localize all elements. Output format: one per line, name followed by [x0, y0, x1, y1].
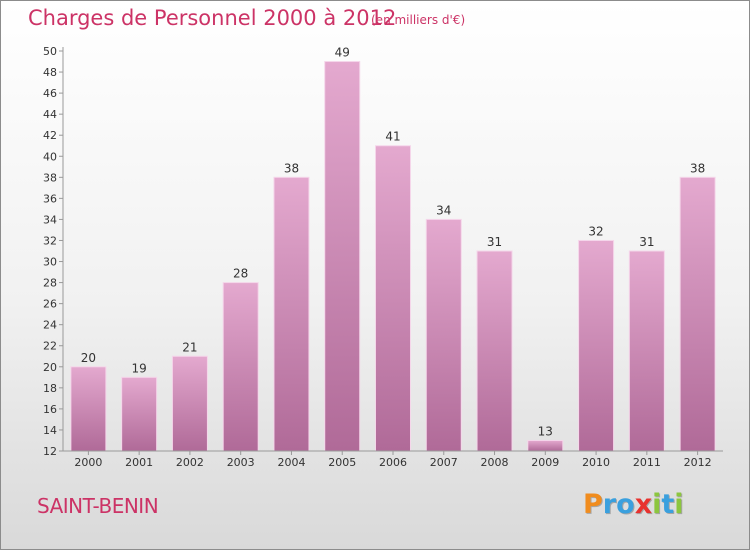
bar-value-label: 13	[538, 424, 553, 438]
y-axis: 12 14 16 18 20 22 24 26 28 30 32 34 36 38 40 42 44 46 48 50	[43, 45, 64, 458]
bar-value-label: 49	[335, 46, 350, 60]
brand-letter: i	[674, 489, 684, 520]
bar	[425, 218, 462, 452]
brand-logo: Proxiti	[583, 489, 684, 520]
x-tick-label: 2001	[125, 456, 153, 469]
brand-letter: i	[652, 489, 662, 520]
bar	[375, 145, 411, 452]
brand-letter: o	[616, 489, 635, 520]
y-tick-label: 26	[43, 298, 57, 311]
bar	[628, 250, 665, 452]
x-tick-label: 2000	[74, 456, 102, 469]
commune-name: SAINT-BENIN	[37, 494, 159, 518]
y-tick-label: 30	[43, 256, 57, 269]
x-tick-label: 2008	[481, 456, 509, 469]
x-tick-label: 2012	[684, 456, 712, 469]
y-tick-label: 20	[43, 361, 57, 374]
x-tick-label: 2009	[531, 456, 559, 469]
y-tick-label: 34	[43, 213, 57, 226]
brand-letter: t	[661, 489, 675, 520]
bar-value-label: 20	[81, 351, 96, 365]
bar	[171, 355, 208, 452]
y-tick-label: 50	[43, 45, 57, 58]
x-tick-label: 2006	[379, 456, 407, 469]
bar-value-label: 21	[182, 340, 197, 354]
bar-value-label: 32	[588, 224, 603, 238]
x-tick-label: 2011	[633, 456, 661, 469]
x-tick-label: 2002	[176, 456, 204, 469]
y-tick-label: 24	[43, 319, 57, 332]
bars: 20 19 21 28 38 49 41 34 31 13 32 31 38	[70, 46, 716, 452]
brand-letter: x	[634, 489, 653, 520]
y-tick-label: 14	[43, 424, 57, 437]
y-tick-label: 42	[43, 129, 57, 142]
chart-title: Charges de Personnel 2000 à 2012	[28, 6, 397, 30]
bar-value-label: 31	[639, 235, 654, 249]
bar	[476, 250, 513, 452]
y-tick-label: 22	[43, 340, 57, 353]
y-tick-label: 32	[43, 234, 57, 247]
y-tick-label: 36	[43, 192, 57, 205]
y-tick-label: 44	[43, 108, 57, 121]
bar-value-label: 19	[132, 361, 147, 375]
y-tick-label: 46	[43, 87, 57, 100]
bar	[527, 439, 564, 452]
x-tick-label: 2010	[582, 456, 610, 469]
brand-letter: r	[602, 489, 617, 520]
y-tick-label: 18	[43, 382, 57, 395]
chart-subtitle: (en milliers d'€)	[371, 13, 466, 27]
bar	[679, 176, 716, 452]
x-tick-label: 2003	[227, 456, 255, 469]
bar	[324, 61, 361, 452]
x-axis: 2000 2001 2002 2003 2004 2005 2006 2007 2008 2009…	[63, 450, 723, 469]
y-tick-label: 28	[43, 277, 57, 290]
x-tick-label: 2004	[277, 456, 305, 469]
bar-value-label: 38	[284, 161, 299, 175]
brand-letter: P	[583, 489, 603, 520]
x-tick-label: 2005	[328, 456, 356, 469]
bar	[273, 176, 310, 452]
bar-value-label: 38	[690, 161, 705, 175]
bar	[70, 366, 107, 452]
bar	[121, 376, 158, 452]
bar-value-label: 31	[487, 235, 502, 249]
y-tick-label: 16	[43, 403, 57, 416]
bar-value-label: 34	[436, 203, 451, 217]
y-tick-label: 48	[43, 66, 57, 79]
x-tick-label: 2007	[430, 456, 458, 469]
y-tick-label: 40	[43, 150, 57, 163]
bar-value-label: 41	[385, 130, 400, 144]
bar	[222, 282, 259, 452]
bar	[578, 239, 615, 452]
y-tick-label: 12	[43, 445, 57, 458]
bar-value-label: 28	[233, 267, 248, 281]
y-tick-label: 38	[43, 171, 57, 184]
